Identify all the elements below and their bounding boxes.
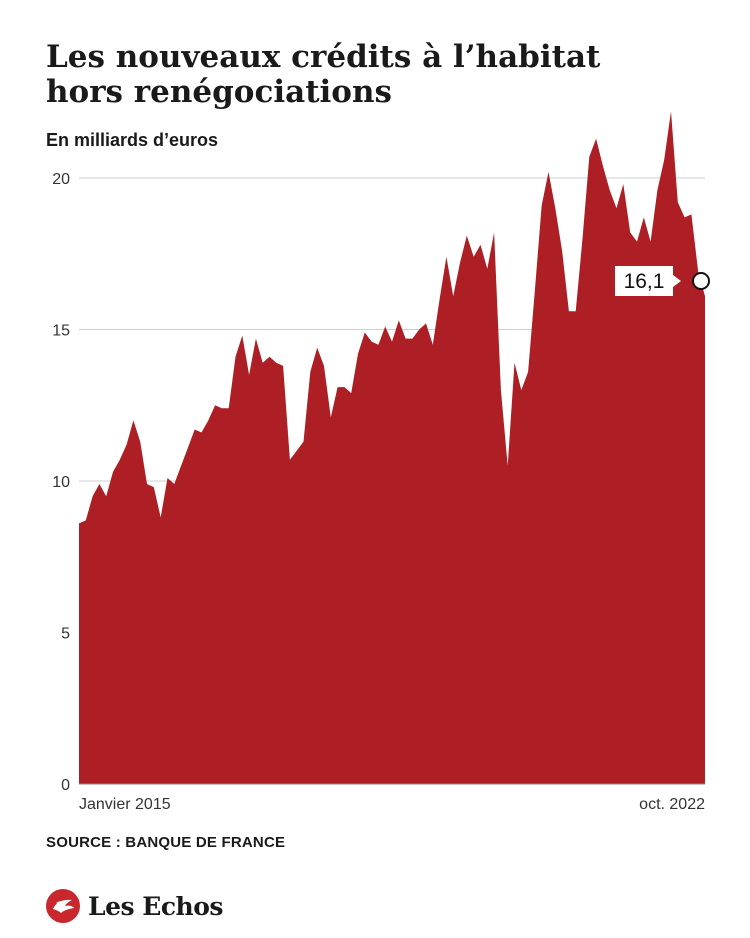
chart-title-line-1: Les nouveaux crédits à l’habitat bbox=[46, 39, 601, 75]
last-value-marker bbox=[692, 272, 710, 290]
y-tick-label: 5 bbox=[61, 626, 70, 643]
last-value-callout: 16,1 bbox=[615, 266, 710, 296]
last-value-label: 16,1 bbox=[624, 270, 665, 293]
brand-logo: Les Echos bbox=[46, 888, 223, 924]
x-axis-start-label: Janvier 2015 bbox=[79, 796, 171, 813]
y-tick-label: 10 bbox=[52, 474, 70, 491]
brand-name: Les Echos bbox=[88, 891, 223, 921]
chart-title-line-2: hors renégociations bbox=[46, 74, 392, 110]
y-tick-label: 20 bbox=[52, 171, 70, 188]
y-tick-label: 15 bbox=[52, 323, 70, 340]
y-axis-ticks: 0 5 10 15 20 bbox=[52, 171, 70, 794]
x-axis-end-label: oct. 2022 bbox=[639, 796, 705, 813]
area-series bbox=[79, 111, 705, 785]
chart-title: Les nouveaux crédits à l’habitat hors re… bbox=[46, 40, 706, 110]
y-tick-label: 0 bbox=[61, 777, 70, 794]
last-value-callout-box bbox=[615, 266, 681, 296]
chart-subtitle: En milliards d’euros bbox=[46, 130, 219, 150]
brand-mark-icon bbox=[46, 889, 80, 923]
source-note: SOURCE : BANQUE DE FRANCE bbox=[46, 834, 286, 851]
